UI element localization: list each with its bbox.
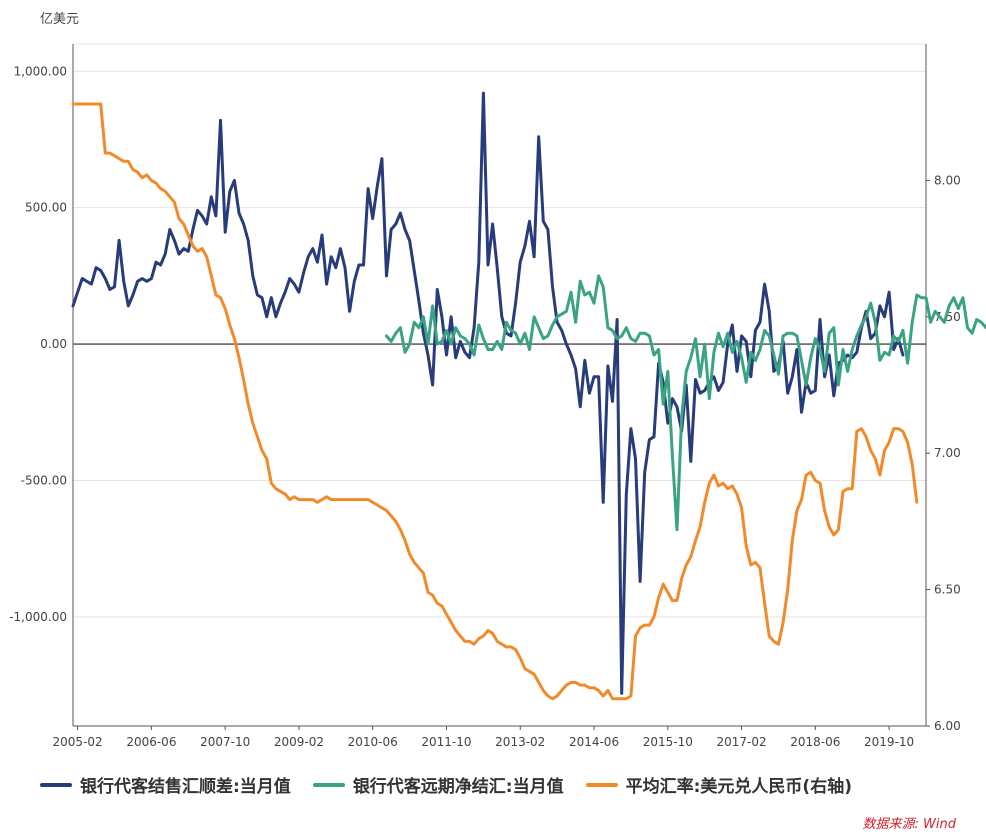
right-tick-label: 6.00 (934, 719, 961, 733)
right-tick-label: 7.00 (934, 446, 961, 460)
grid-lines (73, 43, 926, 618)
x-tick-label: 2017-02 (716, 735, 766, 749)
x-tick-label: 2009-02 (274, 735, 324, 749)
series-settlement-surplus-line (71, 91, 905, 695)
left-tick-label: -500.00 (21, 473, 67, 487)
right-axis-ticks: 8.007.507.006.506.00 (926, 173, 961, 733)
series-forward-net-settlement-line (385, 274, 986, 532)
legend: 银行代客结售汇顺差:当月值 银行代客远期净结汇:当月值 平均汇率:美元兑人民币(… (40, 772, 852, 797)
x-tick-label: 2005-02 (53, 735, 103, 749)
series-layer (71, 91, 986, 701)
legend-swatch-orange (585, 782, 618, 787)
left-tick-label: -1,000.00 (9, 610, 67, 624)
right-tick-label: 6.50 (934, 583, 961, 597)
x-tick-label: 2011-10 (421, 735, 471, 749)
legend-item-exchange-rate: 平均汇率:美元兑人民币(右轴) (585, 772, 852, 797)
left-axis-ticks: 1,000.00 500.00 0.00 -500.00 -1,000.00 (9, 64, 67, 624)
x-axis-ticks: 2005-02 2006-06 2007-10 2009-02 2010-06 2011-… (53, 726, 914, 749)
legend-label-settlement-surplus: 银行代客结售汇顺差:当月值 (80, 777, 291, 797)
data-source-note: 数据来源: Wind (862, 817, 956, 832)
right-tick-label: 8.00 (934, 173, 961, 187)
x-tick-label: 2019-10 (864, 735, 914, 749)
legend-item-settlement-surplus: 银行代客结售汇顺差:当月值 (40, 772, 291, 797)
x-tick-label: 2010-06 (348, 735, 398, 749)
x-tick-label: 2013-02 (495, 735, 545, 749)
left-tick-label: 500.00 (25, 201, 67, 215)
series-exchange-rate-line (71, 102, 919, 701)
x-tick-label: 2015-10 (643, 735, 693, 749)
x-tick-label: 2014-06 (569, 735, 619, 749)
x-tick-label: 2006-06 (126, 735, 176, 749)
left-tick-label: 1,000.00 (14, 64, 67, 78)
left-axis-unit-label: 亿美元 (40, 12, 80, 27)
x-tick-label: 2007-10 (200, 735, 250, 749)
legend-label-forward-net-settlement: 银行代客远期净结汇:当月值 (352, 777, 564, 797)
left-tick-label: 0.00 (40, 337, 67, 351)
legend-item-forward-net-settlement: 银行代客远期净结汇:当月值 (312, 772, 564, 797)
x-tick-label: 2018-06 (790, 735, 840, 749)
legend-swatch-navy (40, 782, 72, 787)
legend-label-exchange-rate: 平均汇率:美元兑人民币(右轴) (625, 777, 852, 797)
legend-swatch-green (312, 782, 345, 787)
axes (72, 44, 927, 727)
